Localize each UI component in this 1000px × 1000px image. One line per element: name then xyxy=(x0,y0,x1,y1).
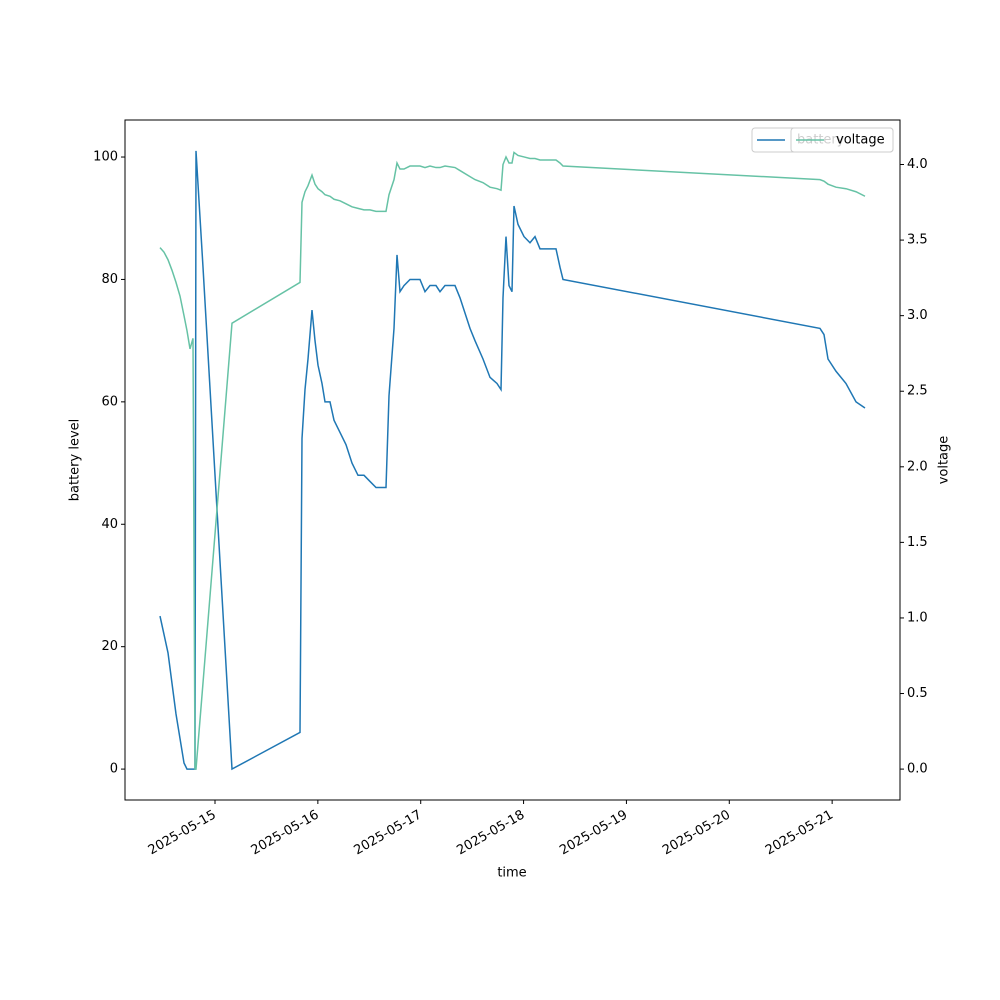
y-tick-label: 0 xyxy=(110,762,118,777)
y-tick-label: 40 xyxy=(101,517,118,532)
y-tick-label: 100 xyxy=(93,150,118,165)
y2-tick-label: 2.0 xyxy=(907,459,928,474)
y2-tick-label: 0.5 xyxy=(907,686,928,701)
y-tick-label: 80 xyxy=(101,272,118,287)
x-tick-label: 2025-05-18 xyxy=(454,808,527,859)
y2-tick-label: 3.0 xyxy=(907,308,928,323)
x-tick-label: 2025-05-21 xyxy=(763,808,836,859)
x-tick-label: 2025-05-19 xyxy=(557,808,630,859)
series-line xyxy=(159,150,866,771)
y-tick-label: 60 xyxy=(101,394,118,409)
series-line xyxy=(159,151,866,770)
y-tick-label: 20 xyxy=(101,639,118,654)
y2-tick-label: 3.5 xyxy=(907,233,928,248)
y2-tick-label: 0.0 xyxy=(907,762,928,777)
y2-tick-label: 4.0 xyxy=(907,157,928,172)
y2-axis-label: voltage xyxy=(937,436,952,485)
x-tick-label: 2025-05-17 xyxy=(352,808,425,859)
y-axis-label: battery level xyxy=(68,419,83,502)
legend-label: voltage xyxy=(836,133,885,148)
x-tick-label: 2025-05-15 xyxy=(146,808,219,859)
plot-frame xyxy=(124,119,901,801)
x-tick-label: 2025-05-16 xyxy=(249,808,322,859)
y2-tick-label: 1.0 xyxy=(907,610,928,625)
y2-tick-label: 1.5 xyxy=(907,535,928,550)
x-axis-label: time xyxy=(497,866,526,881)
y2-tick-label: 2.5 xyxy=(907,384,928,399)
legend-box xyxy=(790,127,894,153)
x-tick-label: 2025-05-20 xyxy=(660,808,733,859)
